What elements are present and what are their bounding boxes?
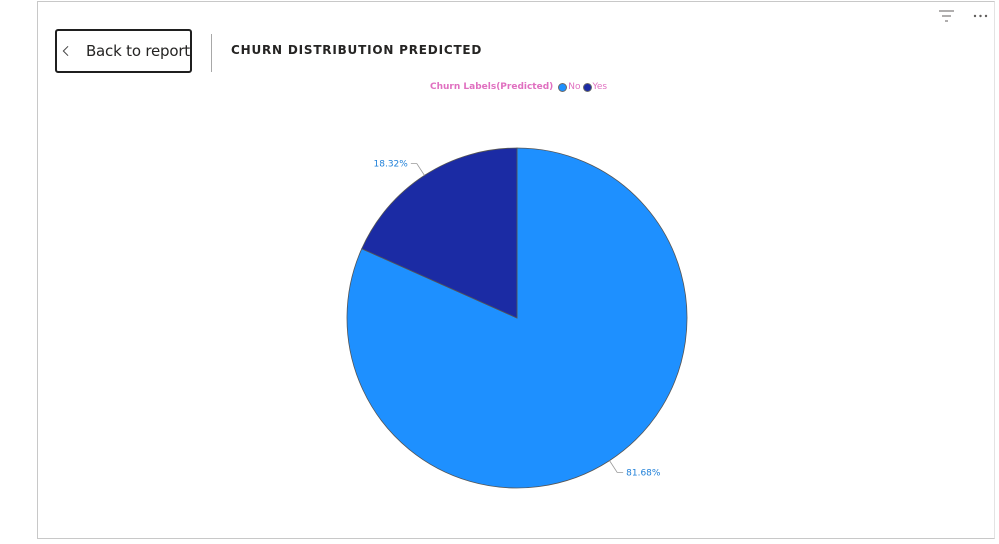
legend-dot-yes (582, 82, 592, 92)
visual-title: CHURN DISTRIBUTION PREDICTED (231, 43, 483, 57)
legend-title: Churn Labels(Predicted) (430, 82, 554, 92)
data-label-no: 81.68% (626, 468, 661, 478)
legend-label-no: No (568, 82, 581, 92)
header-divider (211, 34, 212, 72)
pie-slice-yes[interactable] (361, 147, 518, 319)
legend-dot-no (558, 82, 568, 92)
more-options-icon[interactable] (972, 8, 989, 24)
legend-item-no[interactable]: No (558, 82, 581, 92)
back-to-report-label: Back to report (85, 42, 190, 60)
chart-legend: Churn Labels(Predicted) No Yes (430, 82, 609, 92)
back-to-report-button[interactable]: Back to report (55, 29, 192, 73)
legend-label-yes: Yes (592, 82, 608, 92)
leader-line-no (609, 460, 624, 473)
chevron-left-icon (62, 45, 69, 57)
data-label-yes: 18.32% (374, 160, 409, 170)
legend-item-yes[interactable]: Yes (582, 82, 608, 92)
filter-icon[interactable] (938, 8, 955, 24)
leader-line-yes (410, 163, 425, 176)
